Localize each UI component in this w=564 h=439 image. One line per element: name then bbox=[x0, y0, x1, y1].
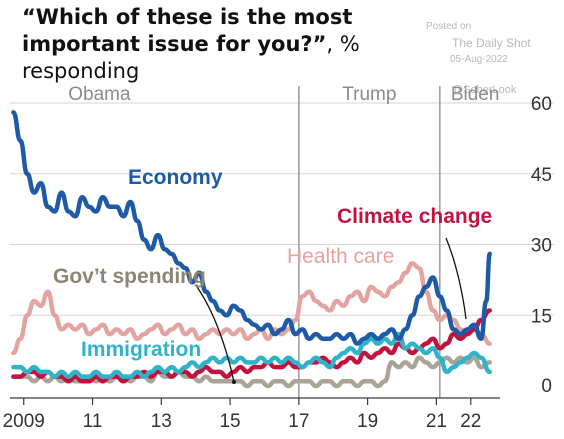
series-label-climate-change: Climate change bbox=[337, 205, 492, 228]
leader-dot-govt-spending bbox=[232, 380, 236, 384]
y-tick-label-30: 30 bbox=[531, 236, 552, 257]
x-tick-label-15: 15 bbox=[219, 411, 240, 432]
series-line-immigration bbox=[11, 331, 492, 379]
series-line-health-care bbox=[11, 261, 492, 356]
chart-title: “Which of these is the most important is… bbox=[22, 4, 452, 85]
series-label-immigration: Immigration bbox=[81, 338, 201, 361]
period-label-obama: Obama bbox=[68, 84, 131, 105]
x-tick-label-17: 17 bbox=[288, 411, 309, 432]
y-tick-label-45: 45 bbox=[531, 165, 552, 186]
watermark-date: 05-Aug-2022 bbox=[450, 54, 508, 65]
x-tick-label-13: 13 bbox=[151, 411, 172, 432]
x-tick-label-2009: 2009 bbox=[3, 411, 45, 432]
watermark-attribution: @SoberLook bbox=[452, 84, 517, 96]
watermark-posted-on: Posted on bbox=[426, 21, 472, 32]
chart-title-question: “Which of these is the most important is… bbox=[22, 5, 353, 56]
x-tick-label-22: 22 bbox=[460, 411, 481, 432]
series-label-economy: Economy bbox=[128, 166, 223, 189]
chart-title-suffix: , % responding bbox=[22, 32, 360, 83]
leader-line-climate-change bbox=[445, 237, 467, 320]
series-line-economy bbox=[11, 110, 492, 346]
watermark-source: The Daily Shot bbox=[452, 36, 531, 50]
x-tick-label-21: 21 bbox=[426, 411, 447, 432]
period-label-biden: Biden bbox=[451, 84, 500, 105]
period-label-trump: Trump bbox=[342, 84, 396, 105]
y-tick-label-0: 0 bbox=[541, 376, 552, 397]
leader-line-govt-spending bbox=[196, 286, 235, 383]
series-line-climate-change bbox=[11, 308, 492, 384]
y-tick-label-15: 15 bbox=[531, 306, 552, 327]
x-tick-label-11: 11 bbox=[83, 411, 103, 432]
series-label-gov-t-spending: Gov’t spending bbox=[53, 265, 206, 288]
x-tick-label-19: 19 bbox=[357, 411, 378, 432]
y-tick-label-60: 60 bbox=[531, 94, 552, 115]
series-label-health-care: Health care bbox=[287, 245, 394, 268]
